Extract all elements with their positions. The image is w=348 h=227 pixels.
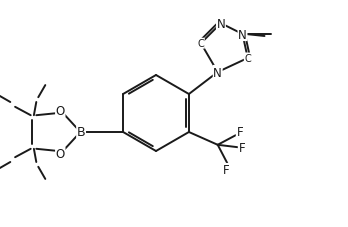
Text: N: N (213, 66, 222, 79)
Text: O: O (56, 104, 65, 117)
Text: F: F (238, 142, 245, 155)
Text: B: B (77, 126, 85, 139)
Text: C: C (244, 54, 251, 64)
Text: F: F (236, 126, 243, 139)
Text: O: O (56, 148, 65, 161)
Text: N: N (216, 18, 225, 31)
Text: C: C (198, 39, 204, 49)
Text: N: N (238, 28, 247, 41)
Text: F: F (223, 164, 230, 177)
